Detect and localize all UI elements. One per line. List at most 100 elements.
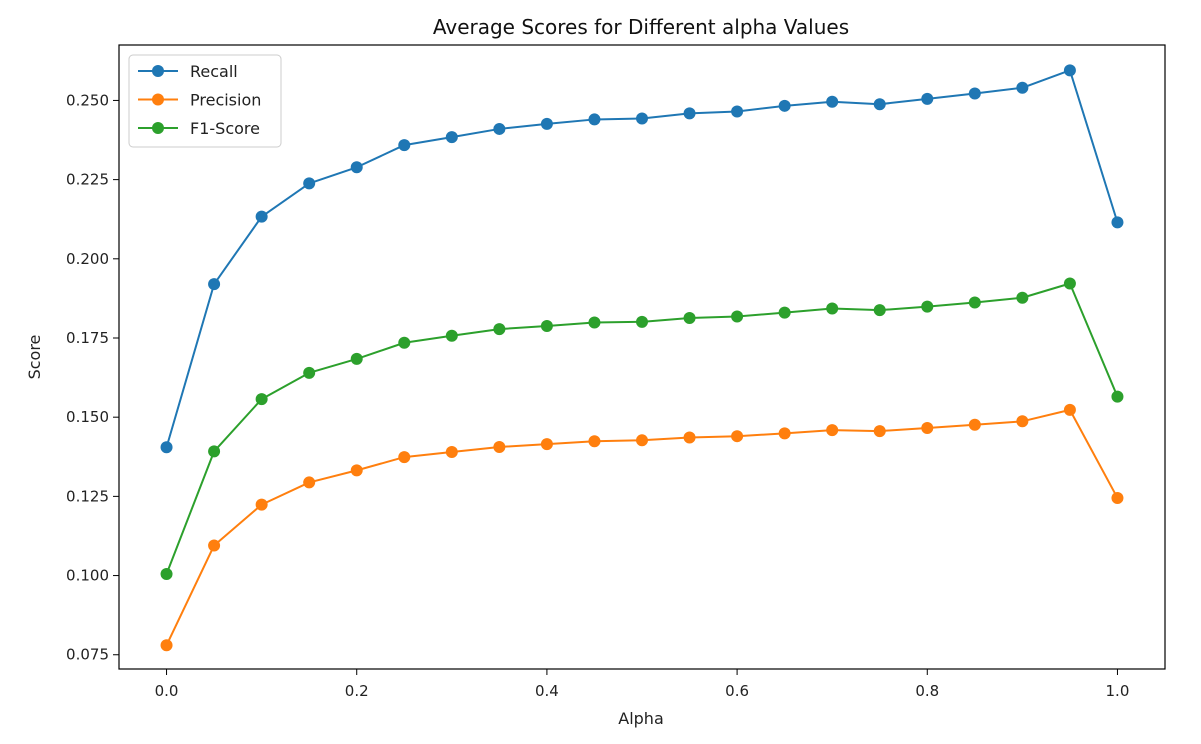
f1-score-point — [1016, 291, 1029, 304]
precision-point — [540, 438, 553, 451]
precision-point — [921, 421, 934, 434]
x-axis: 0.0 0.2 0.4 0.6 0.8 1.0 — [155, 669, 1130, 700]
f1-score-point — [588, 316, 601, 329]
recall-point — [1111, 216, 1124, 229]
precision-point — [208, 539, 221, 552]
recall-point — [968, 87, 981, 100]
y-tick-label: 0.225 — [66, 171, 109, 189]
f1-score-point — [921, 300, 934, 313]
f1-score-point — [636, 315, 648, 328]
y-tick-label: 0.250 — [66, 91, 109, 109]
legend-swatch-marker — [152, 93, 164, 106]
recall-point — [350, 161, 363, 174]
x-tick-label: 0.6 — [725, 682, 749, 700]
precision-point — [683, 431, 696, 444]
legend: Recall Precision F1-Score — [128, 54, 282, 148]
legend-label: Precision — [190, 91, 261, 110]
x-tick-label: 0.0 — [155, 682, 179, 700]
precision-point — [493, 440, 506, 453]
precision-point — [731, 430, 744, 443]
x-tick-label: 0.2 — [345, 682, 369, 700]
y-tick-label: 0.125 — [66, 487, 109, 505]
f1-score-point — [255, 393, 268, 406]
y-tick-label: 0.175 — [66, 329, 109, 347]
recall-line — [165, 69, 1119, 448]
f1-score-point — [826, 302, 839, 315]
f1-score-point — [445, 329, 458, 342]
x-tick-label: 0.4 — [535, 682, 559, 700]
precision-point — [255, 498, 268, 511]
recall-point — [540, 117, 553, 130]
recall-point — [921, 92, 934, 105]
recall-point — [826, 95, 839, 108]
f1-score-point — [778, 306, 791, 319]
precision-point — [636, 434, 648, 447]
x-axis-label: Alpha — [618, 709, 664, 728]
y-tick-label: 0.100 — [66, 567, 109, 585]
recall-point — [588, 113, 601, 126]
plot-area — [118, 44, 1166, 670]
recall-point — [636, 112, 648, 125]
precision-point — [160, 639, 173, 652]
legend-swatch-marker — [152, 122, 164, 134]
precision-point — [1063, 403, 1076, 416]
f1-score-point — [350, 352, 363, 365]
recall-point — [398, 139, 411, 152]
precision-point — [968, 418, 981, 431]
f1-score-point — [873, 304, 886, 317]
recall-point — [493, 122, 506, 135]
y-tick-label: 0.200 — [66, 250, 109, 268]
precision-point — [1111, 491, 1124, 504]
legend-label: Recall — [190, 62, 238, 81]
series-recall — [160, 64, 1124, 454]
y-axis-label: Score — [25, 335, 44, 380]
precision-point — [350, 464, 363, 477]
legend-box — [128, 54, 282, 148]
y-axis: 0.075 0.100 0.125 0.150 0.175 0.200 0.225 0.250 — [66, 91, 119, 664]
legend-item-recall: Recall — [138, 62, 238, 81]
f1-score-point — [208, 445, 221, 458]
series-f1-score — [160, 277, 1124, 580]
y-tick-label: 0.150 — [66, 408, 109, 426]
precision-point — [588, 435, 601, 448]
precision-point — [778, 427, 791, 440]
precision-point — [398, 451, 411, 464]
recall-point — [445, 131, 458, 144]
recall-point — [873, 98, 886, 111]
recall-point — [303, 177, 316, 190]
legend-item-precision: Precision — [138, 91, 261, 110]
legend-item-f1-score: F1-Score — [138, 119, 260, 138]
recall-point — [255, 210, 268, 223]
recall-point — [1063, 64, 1076, 77]
recall-point — [1016, 81, 1029, 94]
f1-score-point — [540, 319, 553, 332]
f1-score-point — [398, 336, 411, 349]
f1-score-point — [160, 567, 173, 580]
precision-point — [445, 446, 458, 459]
legend-swatch-marker — [152, 65, 164, 77]
series-precision — [160, 403, 1124, 652]
legend-label: F1-Score — [190, 119, 260, 138]
recall-point — [208, 278, 221, 291]
y-tick-label: 0.075 — [66, 646, 109, 664]
f1-score-point — [493, 323, 506, 336]
recall-point — [160, 441, 173, 454]
f1-score-point — [968, 296, 981, 309]
f1-score-point — [731, 310, 744, 323]
precision-point — [303, 476, 316, 489]
f1-score-point — [683, 312, 696, 325]
f1-score-point — [1111, 390, 1124, 403]
precision-point — [873, 425, 886, 438]
f1-score-point — [303, 366, 316, 379]
series-layer — [160, 64, 1124, 652]
recall-point — [683, 107, 696, 120]
f1-score-point — [1063, 277, 1076, 290]
recall-point — [731, 105, 744, 118]
x-tick-label: 0.8 — [915, 682, 939, 700]
chart-title: Average Scores for Different alpha Value… — [433, 15, 849, 39]
x-tick-label: 1.0 — [1106, 682, 1130, 700]
recall-point — [778, 99, 791, 112]
precision-point — [826, 424, 839, 437]
precision-point — [1016, 415, 1029, 428]
